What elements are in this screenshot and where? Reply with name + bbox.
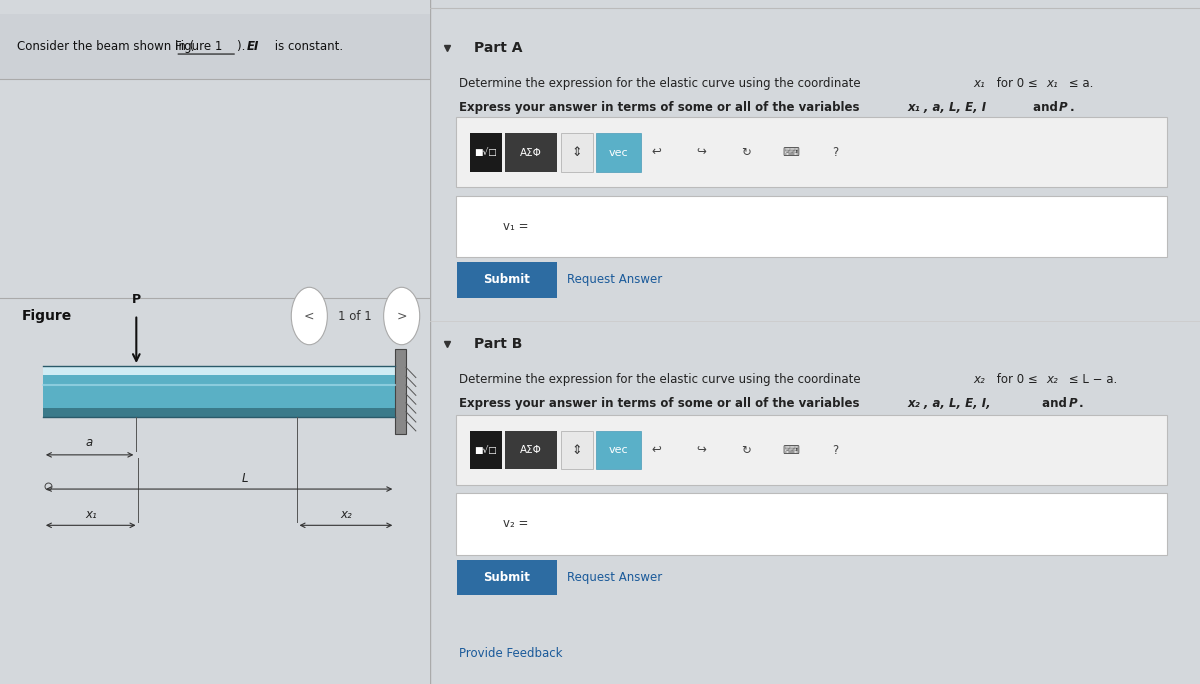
Text: ⌨: ⌨ [782, 443, 799, 457]
Text: ↻: ↻ [742, 146, 751, 159]
Text: ■√□: ■√□ [474, 148, 497, 157]
Text: Figure 1: Figure 1 [175, 40, 223, 53]
Text: for 0 ≤: for 0 ≤ [992, 373, 1042, 386]
Text: and: and [1038, 397, 1072, 410]
Text: P: P [132, 293, 140, 306]
Bar [395, 349, 406, 434]
Text: vec: vec [608, 445, 628, 455]
Text: ?: ? [833, 443, 839, 457]
Text: ⇕: ⇕ [571, 443, 582, 457]
FancyBboxPatch shape [456, 262, 558, 298]
Text: Provide Feedback: Provide Feedback [458, 646, 563, 660]
Text: Determine the expression for the elastic curve using the coordinate: Determine the expression for the elastic… [458, 77, 864, 90]
Text: P: P [1060, 101, 1068, 114]
Text: x₂ , a, L, E, I,: x₂ , a, L, E, I, [907, 397, 991, 410]
Text: ⌨: ⌨ [782, 146, 799, 159]
Bar [560, 133, 593, 172]
Bar [505, 133, 558, 172]
Text: ↩: ↩ [652, 146, 662, 159]
Text: L: L [241, 472, 248, 485]
Text: Request Answer: Request Answer [566, 570, 662, 584]
Bar [469, 133, 502, 172]
Text: a: a [86, 436, 94, 449]
Text: ↪: ↪ [697, 146, 707, 159]
Text: <: < [304, 309, 314, 323]
Text: is constant.: is constant. [271, 40, 343, 53]
Text: >: > [396, 309, 407, 323]
Text: x₁: x₁ [973, 77, 985, 90]
Text: x₁: x₁ [85, 508, 96, 521]
Text: ?: ? [833, 146, 839, 159]
Text: x₂: x₂ [1046, 373, 1057, 386]
Text: .: . [1070, 101, 1074, 114]
Text: ■√□: ■√□ [474, 445, 497, 455]
Text: ≤ a.: ≤ a. [1066, 77, 1093, 90]
Text: Express your answer in terms of some or all of the variables: Express your answer in terms of some or … [458, 397, 864, 410]
Text: Express your answer in terms of some or all of the variables: Express your answer in terms of some or … [458, 101, 864, 114]
Text: ↩: ↩ [652, 443, 662, 457]
Bar [469, 431, 502, 469]
Text: ≤ L − a.: ≤ L − a. [1066, 373, 1117, 386]
Text: ↪: ↪ [697, 443, 707, 457]
Text: Determine the expression for the elastic curve using the coordinate: Determine the expression for the elastic… [458, 373, 864, 386]
Bar [505, 431, 558, 469]
Text: x₁ , a, L, E, I: x₁ , a, L, E, I [907, 101, 986, 114]
FancyBboxPatch shape [456, 415, 1166, 485]
Text: .: . [1079, 397, 1084, 410]
Circle shape [384, 287, 420, 345]
Bar [596, 133, 641, 172]
Text: Request Answer: Request Answer [566, 273, 662, 287]
Text: Part A: Part A [474, 41, 523, 55]
Text: x₂: x₂ [973, 373, 985, 386]
Text: ↻: ↻ [742, 443, 751, 457]
FancyBboxPatch shape [0, 14, 430, 79]
Text: 1 of 1: 1 of 1 [338, 309, 372, 323]
Text: for 0 ≤: for 0 ≤ [992, 77, 1042, 90]
Bar [43, 408, 395, 417]
Bar [43, 375, 395, 408]
Text: v₁ =: v₁ = [503, 220, 528, 233]
Text: x₂: x₂ [340, 508, 352, 521]
Text: vec: vec [608, 148, 628, 157]
Text: Submit: Submit [484, 273, 530, 287]
Text: P: P [1068, 397, 1076, 410]
Text: ΑΣΦ: ΑΣΦ [521, 148, 542, 157]
Bar [560, 431, 593, 469]
Bar [43, 366, 395, 375]
Text: EI: EI [247, 40, 259, 53]
FancyBboxPatch shape [456, 117, 1166, 187]
FancyBboxPatch shape [456, 560, 558, 595]
Text: x₁: x₁ [1046, 77, 1057, 90]
Text: v₂ =: v₂ = [503, 517, 528, 531]
Circle shape [292, 287, 328, 345]
FancyBboxPatch shape [456, 196, 1166, 257]
Text: ).: ). [238, 40, 250, 53]
Bar [596, 431, 641, 469]
FancyBboxPatch shape [456, 493, 1166, 555]
Text: Consider the beam shown in (: Consider the beam shown in ( [17, 40, 194, 53]
Text: ΑΣΦ: ΑΣΦ [521, 445, 542, 455]
Text: and: and [1028, 101, 1062, 114]
Text: ⇕: ⇕ [571, 146, 582, 159]
Text: Part B: Part B [474, 337, 523, 351]
Text: Figure: Figure [22, 309, 72, 323]
Text: Submit: Submit [484, 570, 530, 584]
